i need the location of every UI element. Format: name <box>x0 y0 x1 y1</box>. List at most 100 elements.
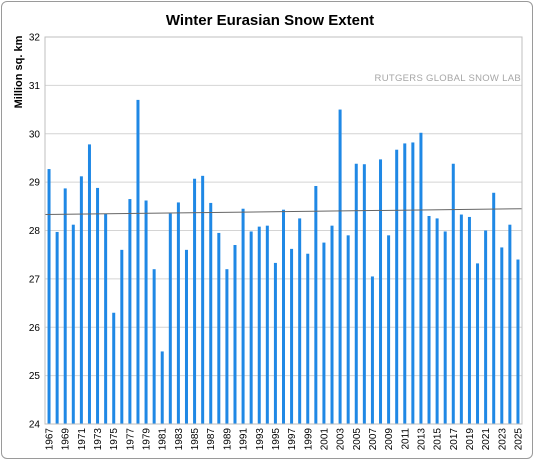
bar <box>492 192 496 424</box>
bar <box>443 231 447 424</box>
x-tick-label: 2015 <box>433 428 444 451</box>
bar <box>306 253 310 424</box>
x-tick-label: 2001 <box>319 428 330 451</box>
bar <box>435 218 439 424</box>
x-tick-label: 1997 <box>287 428 298 451</box>
bar <box>451 163 455 425</box>
bar <box>176 202 180 424</box>
x-tick-label: 1995 <box>271 428 282 451</box>
bar <box>387 235 391 424</box>
x-tick-label: 2021 <box>481 428 492 451</box>
bar <box>136 99 140 424</box>
bar <box>233 245 237 424</box>
bar <box>257 226 261 424</box>
x-tick-label: 1973 <box>93 428 104 451</box>
x-tick-label: 2007 <box>368 428 379 451</box>
y-tick-label: 31 <box>29 81 41 92</box>
bar <box>346 235 350 424</box>
x-tick-label: 1971 <box>77 428 88 451</box>
x-tick-label: 2005 <box>352 428 363 451</box>
trend-line <box>44 208 523 216</box>
bar <box>209 202 213 424</box>
bar <box>79 176 83 424</box>
bar <box>96 187 100 424</box>
y-tick-label: 24 <box>29 420 41 431</box>
x-tick-label: 1999 <box>303 428 314 451</box>
y-tick-label: 30 <box>29 129 41 140</box>
chart-title: Winter Eurasian Snow Extent <box>166 12 374 29</box>
bar <box>476 263 480 424</box>
x-tick-label: 1967 <box>45 428 56 451</box>
x-tick-label: 1983 <box>174 428 185 451</box>
bar <box>241 208 245 424</box>
bar <box>112 312 116 424</box>
bar <box>120 249 124 424</box>
bar <box>71 224 75 424</box>
bar <box>55 231 59 424</box>
x-tick-label: 2013 <box>416 428 427 451</box>
bar <box>370 276 374 424</box>
x-tick-labels: 1967 1969 1971 1973 1975 1977 1979 1981 1983 1985… <box>45 428 525 451</box>
x-tick-label: 2009 <box>384 428 395 451</box>
x-tick-label: 1991 <box>239 428 250 451</box>
x-tick-label: 1975 <box>109 428 120 451</box>
bar <box>225 269 229 424</box>
y-tick-label: 32 <box>29 33 41 44</box>
bar <box>354 163 358 425</box>
bar <box>330 225 334 424</box>
bar <box>516 259 520 424</box>
bar <box>379 159 383 424</box>
bar <box>314 185 318 424</box>
bar <box>249 231 253 424</box>
y-tick-label: 25 <box>29 371 41 382</box>
bar <box>193 178 197 424</box>
bar <box>419 132 423 424</box>
y-tick-label: 28 <box>29 226 41 237</box>
bar <box>160 351 164 424</box>
bar <box>508 224 512 424</box>
bar <box>338 109 342 424</box>
y-tick-labels: 24 25 26 27 28 29 30 31 32 <box>29 33 41 431</box>
x-tick-label: 1969 <box>61 428 72 451</box>
x-tick-label: 2011 <box>400 428 411 450</box>
bar <box>298 218 302 424</box>
bar <box>217 232 221 424</box>
y-tick-label: 26 <box>29 323 41 334</box>
bar <box>184 249 188 424</box>
bar <box>104 213 108 424</box>
bar <box>168 213 172 424</box>
x-tick-label: 1977 <box>125 428 136 451</box>
x-tick-label: 1989 <box>222 428 233 451</box>
x-tick-label: 2023 <box>497 428 508 451</box>
bar <box>47 169 51 424</box>
x-tick-label: 1987 <box>206 428 217 451</box>
bar <box>144 200 148 424</box>
plot-area-border <box>44 36 523 425</box>
bar <box>265 225 269 424</box>
bar <box>411 142 415 424</box>
y-axis-label: Million sq. km <box>13 35 25 108</box>
bar <box>403 143 407 425</box>
bar <box>322 242 326 424</box>
bar <box>290 248 294 424</box>
bar <box>201 175 205 424</box>
bar <box>87 144 91 424</box>
x-tick-label: 1985 <box>190 428 201 451</box>
bar <box>152 269 156 424</box>
x-tick-label: 2003 <box>336 428 347 451</box>
bars <box>47 99 520 425</box>
x-tick-label: 2019 <box>465 428 476 451</box>
bar <box>128 199 132 424</box>
bar <box>273 262 277 424</box>
bar <box>459 214 463 424</box>
x-tick-label: 1993 <box>255 428 266 451</box>
bar <box>484 230 488 424</box>
x-tick-label: 1979 <box>142 428 153 451</box>
y-tick-label: 27 <box>29 274 41 285</box>
bar <box>427 215 431 424</box>
watermark-text: RUTGERS GLOBAL SNOW LAB <box>375 73 521 84</box>
y-tick-label: 29 <box>29 178 41 189</box>
x-tick-label: 2017 <box>449 428 460 451</box>
